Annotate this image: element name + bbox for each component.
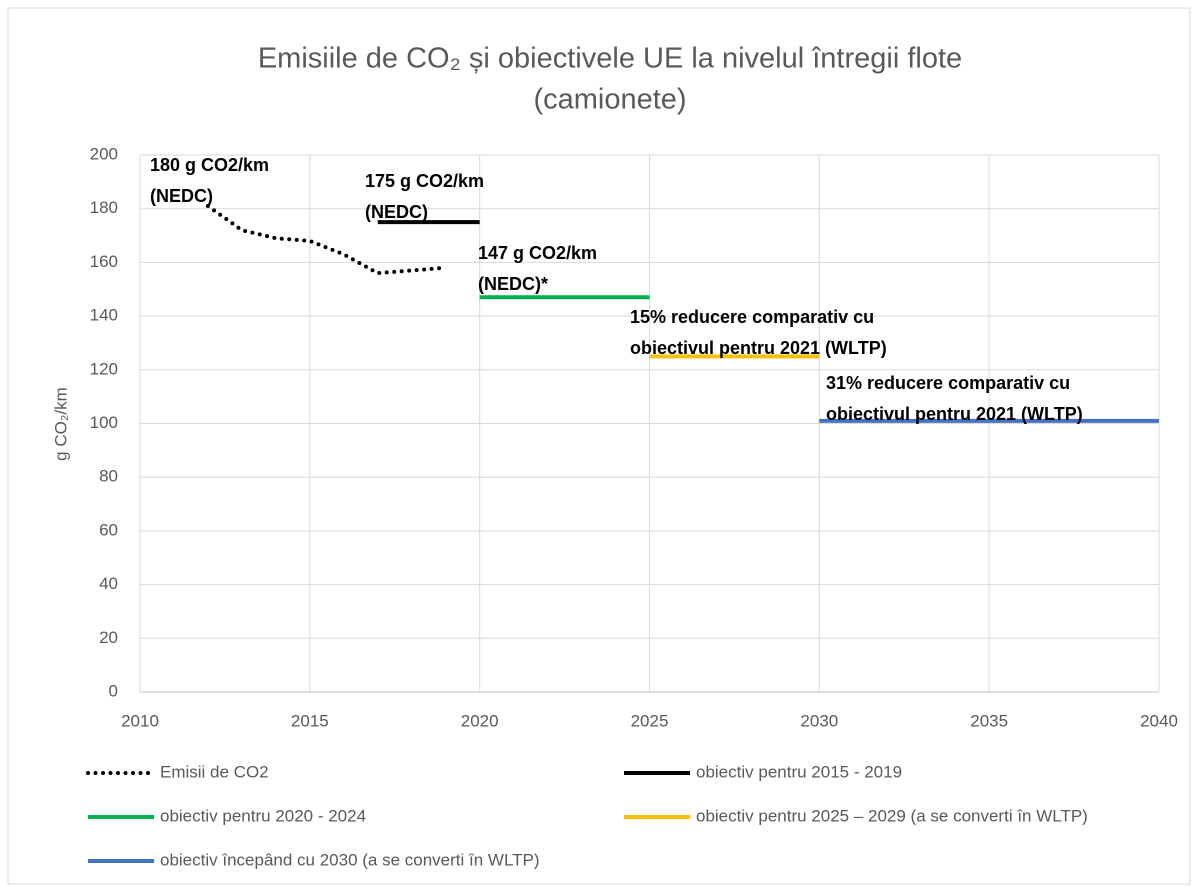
y-tick-label: 40 <box>99 574 118 593</box>
y-tick-label: 120 <box>90 359 118 378</box>
annotation: 147 g CO2/km <box>478 243 597 263</box>
y-tick-label: 180 <box>90 198 118 217</box>
y-tick-label: 100 <box>90 413 118 432</box>
annotation: 180 g CO2/km <box>150 155 269 175</box>
y-tick-label: 200 <box>90 144 118 163</box>
y-axis-label: g CO₂/km <box>51 387 70 461</box>
legend-label: obiectiv pentru 2015 - 2019 <box>696 762 902 781</box>
x-tick-label: 2030 <box>800 711 838 730</box>
chart-title: (camionete) <box>533 84 686 116</box>
series-line <box>205 204 448 276</box>
annotation: obiectivul pentru 2021 (WLTP) <box>630 338 887 358</box>
x-tick-label: 2035 <box>970 711 1008 730</box>
y-tick-label: 20 <box>99 628 118 647</box>
annotation: (NEDC)* <box>478 274 548 294</box>
x-tick-label: 2020 <box>461 711 499 730</box>
x-tick-label: 2025 <box>631 711 669 730</box>
y-tick-label: 160 <box>90 252 118 271</box>
y-tick-label: 60 <box>99 520 118 539</box>
legend-label: Emisii de CO2 <box>160 762 269 781</box>
x-tick-label: 2040 <box>1140 711 1178 730</box>
chart-frame <box>7 7 1191 885</box>
legend-label: obiectiv începând cu 2030 (a se converti… <box>160 850 540 869</box>
x-tick-label: 2010 <box>121 711 159 730</box>
annotation: 31% reducere comparativ cu <box>826 373 1070 393</box>
annotation: 15% reducere comparativ cu <box>630 307 874 327</box>
annotation: obiectivul pentru 2021 (WLTP) <box>826 404 1083 424</box>
chart-title: Emisiile de CO₂ și obiectivele UE la niv… <box>258 43 962 75</box>
annotation: (NEDC) <box>150 186 213 206</box>
y-tick-label: 0 <box>109 681 118 700</box>
x-tick-label: 2015 <box>291 711 329 730</box>
y-tick-label: 140 <box>90 306 118 325</box>
y-tick-label: 80 <box>99 467 118 486</box>
legend-label: obiectiv pentru 2020 - 2024 <box>160 806 366 825</box>
annotation: 175 g CO2/km <box>365 171 484 191</box>
annotation: (NEDC) <box>365 202 428 222</box>
legend-label: obiectiv pentru 2025 – 2029 (a se conver… <box>696 806 1088 825</box>
